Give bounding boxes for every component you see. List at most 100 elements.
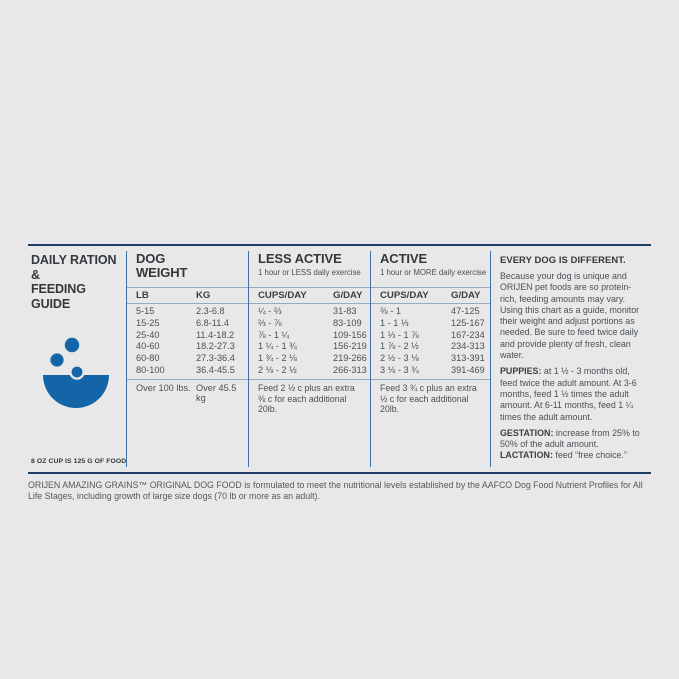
cell-cups: ¼ - ⅔	[258, 306, 282, 316]
lactation-label: LACTATION:	[500, 450, 553, 461]
puppies-label: PUPPIES:	[500, 366, 542, 377]
less-active-subheader: CUPS/DAY G/DAY	[249, 288, 370, 303]
info-column: EVERY DOG IS DIFFERENT. Because your dog…	[490, 251, 650, 467]
cell-grams: 266-313	[333, 364, 367, 375]
cell-grams: 47-125	[451, 306, 480, 316]
cell-lb: 40-60	[136, 341, 160, 352]
table-row: 1 ⅓ - 1 ⅞ 167-234	[380, 330, 490, 342]
cell-cups: 3 ⅛ - 3 ¾	[380, 364, 419, 375]
cell-kg: 18.2-27.3	[196, 341, 235, 352]
col-header-g-day: G/DAY	[451, 290, 481, 301]
less-active-title: LESS ACTIVE	[258, 251, 342, 266]
cell-cups: ⅞ - 1 ¼	[258, 329, 290, 340]
cell-cups: 1 ¾ - 2 ⅛	[258, 353, 297, 364]
cell-cups: 1 ⅓ - 1 ⅞	[380, 329, 419, 340]
table-row: 15-25 6.8-11.4	[136, 318, 248, 330]
divider	[249, 287, 370, 288]
table-row: 2 ⅛ - 2 ½ 266-313	[258, 365, 370, 377]
lactation-text: feed “free choice.”	[552, 450, 627, 461]
cell-lb: 5-15	[136, 306, 155, 316]
dog-weight-column: DOG WEIGHT LB KG 5-15 2.3-6.8 15-25 6.8-11…	[126, 251, 248, 467]
active-feed-note: Feed 3 ¾ c plus an extra ½ c for each ad…	[380, 382, 477, 415]
daily-ration-title: DAILY RATION & FEEDING GUIDE	[31, 253, 120, 311]
cell-cups: 2 ½ - 3 ⅛	[380, 353, 419, 364]
dog-weight-rows: 5-15 2.3-6.8 15-25 6.8-11.4 25-40 11.4-18.2…	[127, 304, 248, 379]
aafco-footnote: ORIJEN AMAZING GRAINS™ ORIGINAL DOG FOOD…	[28, 479, 643, 501]
cell-grams: 156-219	[333, 341, 367, 352]
cell-kg: 6.8-11.4	[196, 317, 230, 328]
info-paragraph-general: Because your dog is unique and ORIJEN pe…	[500, 271, 640, 361]
active-rows: ⅜ - 1 47-125 1 - 1 ⅓ 125-167 1 ⅓ - 1 ⅞ 167-…	[371, 304, 490, 379]
divider	[127, 303, 248, 304]
table-row: 80-100 36.4-45.5	[136, 365, 248, 377]
cell-cups: 1 ¼ - 1 ¾	[258, 341, 297, 352]
less-active-column: LESS ACTIVE 1 hour or LESS daily exercis…	[248, 251, 370, 467]
active-title: ACTIVE	[380, 251, 428, 266]
table-row: 1 ¼ - 1 ¾ 156-219	[258, 341, 370, 353]
less-active-feed-note: Feed 2 ½ c plus an extra ⅜ c for each ad…	[258, 382, 355, 415]
table-row: ⅜ - 1 47-125	[380, 306, 490, 318]
top-rule	[28, 244, 651, 246]
table-row: 60-80 27.3-36.4	[136, 353, 248, 365]
gestation-label: GESTATION:	[500, 427, 554, 438]
info-heading: EVERY DOG IS DIFFERENT.	[500, 254, 626, 265]
col-header-lb: LB	[136, 290, 149, 301]
active-header: ACTIVE 1 hour or MORE daily exercise	[371, 251, 490, 287]
less-active-subtitle: 1 hour or LESS daily exercise	[258, 268, 361, 277]
cell-grams: 391-469	[451, 364, 485, 375]
cell-lb: 60-80	[136, 353, 160, 364]
cell-lb: 80-100	[136, 364, 165, 375]
table-row: ¼ - ⅔ 31-83	[258, 306, 370, 318]
cell-cups: 1 ⅞ - 2 ½	[380, 341, 419, 352]
divider	[249, 303, 370, 304]
table-row: 3 ⅛ - 3 ¾ 391-469	[380, 365, 490, 377]
table-row: 1 - 1 ⅓ 125-167	[380, 318, 490, 330]
cell-cups: ⅔ - ⅞	[258, 317, 282, 328]
info-paragraph-gestation: GESTATION: increase from 25% to 50% of t…	[500, 428, 646, 462]
divider	[127, 287, 248, 288]
dog-weight-title-line1: DOG	[136, 251, 166, 266]
divider	[127, 378, 248, 380]
divider	[249, 378, 370, 380]
table-row: 40-60 18.2-27.3	[136, 341, 248, 353]
daily-ration-title-line1: DAILY RATION &	[31, 253, 117, 282]
cell-grams: 31-83	[333, 306, 357, 316]
over-45-kg: Over 45.5 kg	[196, 382, 237, 403]
cell-grams: 109-156	[333, 329, 367, 340]
active-subheader: CUPS/DAY G/DAY	[371, 288, 490, 303]
cell-cups: 2 ⅛ - 2 ½	[258, 364, 297, 375]
dog-weight-title-line2: WEIGHT	[136, 265, 188, 280]
less-active-header: LESS ACTIVE 1 hour or LESS daily exercis…	[249, 251, 370, 287]
dog-weight-title: DOG WEIGHT	[136, 252, 244, 280]
table-row: 2 ½ - 3 ⅛ 313-391	[380, 353, 490, 365]
cell-lb: 15-25	[136, 317, 160, 328]
feeding-guide-columns: DAILY RATION & FEEDING GUIDE 8 OZ CUP IS…	[28, 251, 651, 467]
divider	[371, 378, 490, 380]
cell-grams: 83-109	[333, 317, 362, 328]
dog-weight-footer-row: Over 100 lbs. Over 45.5 kg	[127, 380, 248, 403]
over-100-lbs: Over 100 lbs.	[136, 382, 191, 393]
divider	[371, 287, 490, 288]
gestation-text: increase from 25% to 50% of the adult am…	[500, 427, 640, 450]
cell-lb: 25-40	[136, 329, 160, 340]
cell-cups: ⅜ - 1	[380, 306, 401, 316]
active-column: ACTIVE 1 hour or MORE daily exercise CUP…	[370, 251, 490, 467]
table-row: 25-40 11.4-18.2	[136, 330, 248, 342]
dog-weight-subheader: LB KG	[127, 288, 248, 303]
daily-ration-title-line2: FEEDING GUIDE	[31, 282, 86, 311]
table-row: 1 ⅞ - 2 ½ 234-313	[380, 341, 490, 353]
table-row: 5-15 2.3-6.8	[136, 306, 248, 318]
cell-grams: 313-391	[451, 353, 485, 364]
info-paragraph-puppies: PUPPIES: at 1 ½ - 3 months old, feed twi…	[500, 366, 646, 422]
less-active-rows: ¼ - ⅔ 31-83 ⅔ - ⅞ 83-109 ⅞ - 1 ¼ 109-156 1 …	[249, 304, 370, 379]
puppies-text: at 1 ½ - 3 months old, feed twice the ad…	[500, 366, 637, 422]
cell-grams: 125-167	[451, 317, 485, 328]
divider	[371, 303, 490, 304]
col-header-kg: KG	[196, 290, 211, 301]
cell-grams: 167-234	[451, 329, 485, 340]
cell-cups: 1 - 1 ⅓	[380, 317, 409, 328]
cell-kg: 11.4-18.2	[196, 329, 235, 340]
table-row: 1 ¾ - 2 ⅛ 219-266	[258, 353, 370, 365]
col-header-cups-day: CUPS/DAY	[258, 290, 307, 301]
bowl-with-kibble-icon	[42, 337, 109, 409]
